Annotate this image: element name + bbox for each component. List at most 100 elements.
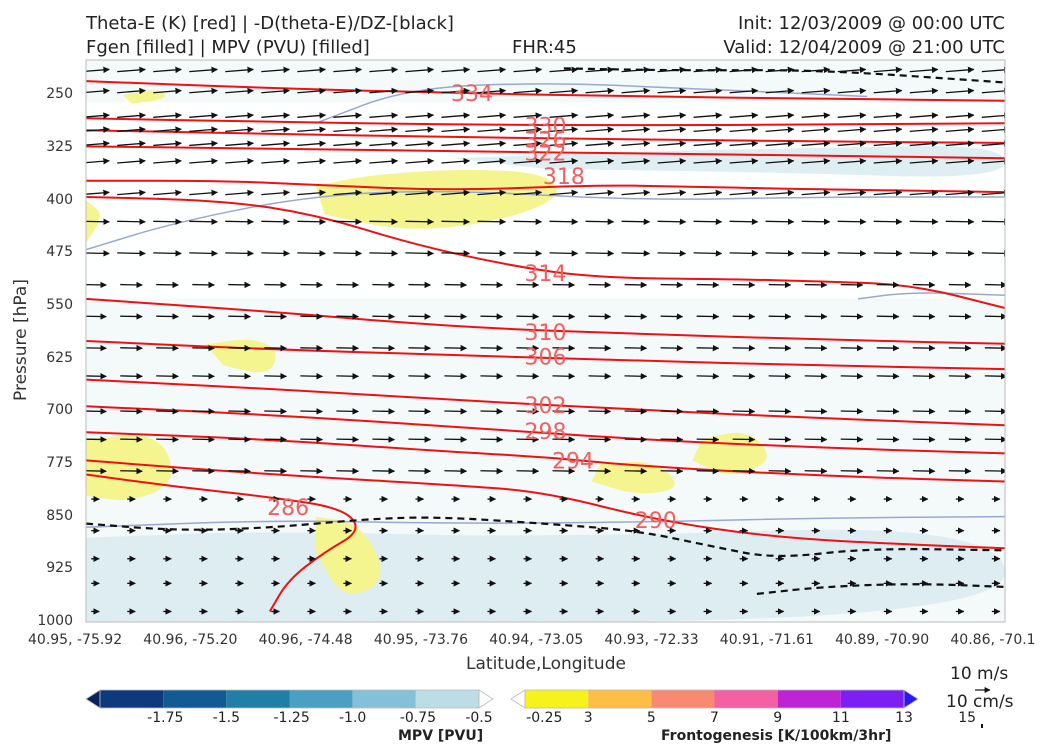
theta-e-label-314: 314 — [525, 262, 567, 287]
wind-vector — [405, 250, 435, 257]
wind-vector — [333, 112, 363, 119]
wind-vector — [765, 126, 795, 133]
wind-vector — [693, 157, 723, 165]
wind-vector — [981, 140, 1005, 147]
wind-vector — [117, 126, 146, 133]
mpv-contour-3 — [857, 292, 1005, 300]
wind-vector — [585, 126, 615, 133]
wind-vector — [909, 66, 939, 74]
wind-vector — [549, 189, 579, 197]
wind-vector — [801, 218, 831, 225]
mpv-contour-1 — [86, 190, 1005, 251]
wind-vector — [117, 250, 146, 257]
wind-vector — [86, 66, 110, 74]
wind-vector — [153, 157, 182, 165]
wind-vector — [693, 126, 723, 133]
wind-vector — [333, 140, 363, 147]
y-tick-label: 925 — [46, 560, 73, 577]
fgen-colorbar-left-extend — [510, 689, 526, 709]
wind-vector — [909, 218, 939, 225]
wind-vector — [549, 66, 579, 74]
wind-vector — [873, 250, 903, 257]
mpv-colorbar-segment — [100, 690, 164, 708]
wind-vector — [585, 140, 615, 147]
wind-vector — [981, 112, 1005, 119]
wind-vector — [153, 112, 182, 119]
wind-vector — [297, 66, 326, 74]
wind-vector — [369, 112, 399, 119]
x-tick-label: 40.95, -73.76 — [373, 632, 469, 648]
y-tick-label: 775 — [46, 454, 73, 471]
wind-vector — [585, 157, 615, 165]
wind-vector — [117, 112, 146, 119]
wind-vector — [513, 112, 543, 119]
wind-vector — [621, 66, 651, 74]
wind-vector — [441, 66, 471, 74]
wind-vector — [765, 250, 795, 257]
wind-vector — [837, 140, 867, 147]
wind-vector — [153, 250, 182, 257]
x-tick-label: 40.89, -70.90 — [835, 632, 930, 648]
colorbar-tick-label: 7 — [710, 710, 719, 726]
wind-vector — [801, 157, 831, 165]
wind-vector — [765, 189, 795, 197]
wind-vector — [153, 218, 182, 225]
fgen-colorbar-segment — [840, 690, 904, 708]
colorbar-tick-label: 15 — [958, 710, 977, 726]
wind-vector — [945, 140, 975, 147]
fgen-colorbar-segment — [525, 690, 589, 708]
wind-vector — [693, 189, 723, 197]
wind-vector — [837, 87, 867, 95]
wind-vector — [261, 250, 290, 257]
wind-vector — [117, 66, 146, 74]
wind-vector — [621, 126, 651, 133]
stability-contour-2 — [756, 583, 1005, 595]
y-tick-label: 325 — [46, 138, 73, 155]
theta-e-label-294: 294 — [552, 449, 594, 474]
wind-vector — [225, 189, 254, 197]
wind-vector — [261, 157, 290, 165]
wind-vector — [513, 189, 543, 197]
wind-vector — [945, 112, 975, 119]
fgen-region-5 — [591, 461, 675, 494]
wind-vector — [477, 189, 507, 197]
theta-e-label-286: 286 — [267, 496, 309, 521]
wind-vector — [477, 157, 507, 165]
theta-e-contour-294 — [86, 431, 1005, 483]
colorbar-tick-label: -1.0 — [338, 710, 367, 726]
mpv-colorbar-frame — [99, 689, 480, 709]
wind-vector — [981, 66, 1005, 74]
wind-vector — [369, 250, 399, 257]
wind-vector — [837, 157, 867, 165]
x-tick-label: 40.86, -70.1 — [950, 632, 1036, 648]
wind-vector — [333, 189, 363, 197]
wind-vector — [513, 157, 543, 165]
wind-vector — [369, 157, 399, 165]
wind-vector — [801, 189, 831, 197]
fgen-region-0 — [315, 170, 557, 229]
wind-vector — [873, 112, 903, 119]
wind-vector — [405, 87, 435, 95]
theta-e-label-298: 298 — [525, 420, 567, 445]
fgen-colorbar-segment — [588, 690, 652, 708]
wind-vector — [873, 140, 903, 147]
init-time: Init: 12/03/2009 @ 00:00 UTC — [737, 13, 1005, 34]
theta-e-label-326: 326 — [525, 128, 567, 153]
wind-vector — [477, 126, 507, 133]
wind-vector — [86, 157, 110, 165]
wind-vector — [153, 126, 182, 133]
mpv-region-0 — [86, 529, 1005, 622]
chart-title-line2: Fgen [filled] | MPV (PVU) [filled] — [86, 37, 370, 58]
wind-vector — [86, 250, 110, 257]
wind-vector — [765, 66, 795, 74]
wind-vector — [729, 66, 759, 74]
wind-vector — [801, 66, 831, 74]
y-tick-label: 850 — [46, 507, 73, 524]
wind-vector — [225, 66, 254, 74]
wind-vector — [405, 189, 435, 197]
wind-vector — [585, 112, 615, 119]
x-tick-label: 40.91, -71.61 — [719, 632, 814, 648]
wind-vector — [225, 218, 254, 225]
x-axis-label: Latitude,Longitude — [466, 654, 626, 674]
